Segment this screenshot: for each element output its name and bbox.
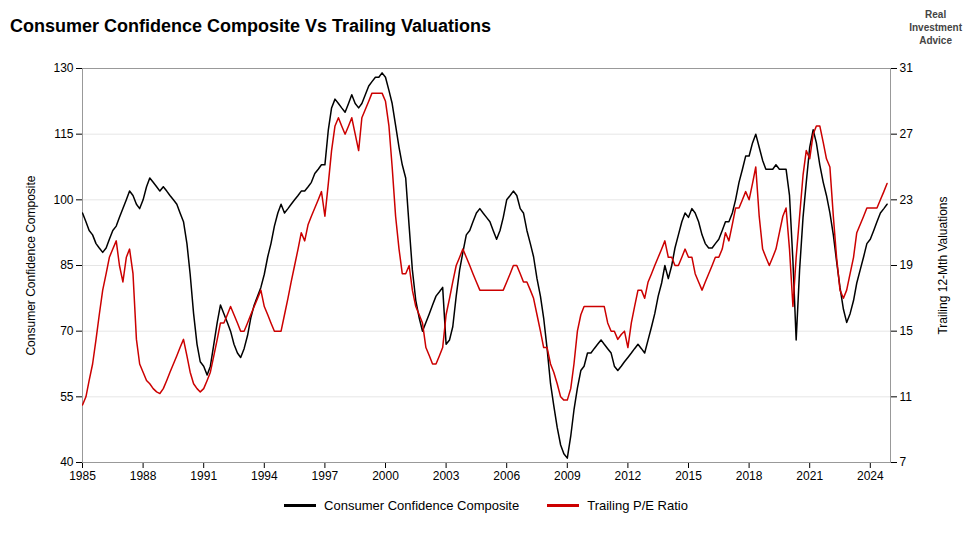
svg-text:2003: 2003 bbox=[433, 469, 460, 483]
svg-text:2009: 2009 bbox=[554, 469, 581, 483]
html-text:Trailing P/E Ratio: Trailing P/E Ratio bbox=[587, 498, 688, 513]
html-text:Consumer Confidence Composite: Consumer Confidence Composite Vs Trailin… bbox=[10, 16, 492, 36]
svg-text:15: 15 bbox=[900, 324, 914, 338]
svg-text:100: 100 bbox=[53, 193, 73, 207]
svg-text:2018: 2018 bbox=[736, 469, 763, 483]
svg-text:2006: 2006 bbox=[493, 469, 520, 483]
svg-text:1985: 1985 bbox=[69, 469, 96, 483]
html-text:Consumer Confidence Composite: Consumer Confidence Composite bbox=[324, 498, 520, 513]
svg-text:11: 11 bbox=[900, 390, 913, 404]
svg-text:1988: 1988 bbox=[130, 469, 157, 483]
svg-text:Trailing 12-Mth Valuations: Trailing 12-Mth Valuations bbox=[936, 196, 950, 334]
svg-text:Consumer Confidence Composite: Consumer Confidence Composite bbox=[24, 175, 38, 355]
svg-text:2021: 2021 bbox=[796, 469, 823, 483]
svg-text:27: 27 bbox=[900, 127, 914, 141]
svg-text:31: 31 bbox=[900, 61, 914, 75]
svg-text:23: 23 bbox=[900, 193, 914, 207]
svg-text:85: 85 bbox=[60, 258, 74, 272]
svg-text:40: 40 bbox=[60, 455, 74, 469]
svg-text:1994: 1994 bbox=[251, 469, 278, 483]
svg-text:70: 70 bbox=[60, 324, 74, 338]
html-text:Real Investment Advice: Real Investment Advice bbox=[909, 9, 962, 46]
svg-text:115: 115 bbox=[54, 127, 73, 141]
svg-text:2012: 2012 bbox=[615, 469, 642, 483]
svg-text:1991: 1991 bbox=[190, 469, 217, 483]
svg-text:19: 19 bbox=[900, 258, 914, 272]
svg-text:2024: 2024 bbox=[857, 469, 884, 483]
svg-text:130: 130 bbox=[53, 61, 73, 75]
svg-text:2000: 2000 bbox=[372, 469, 399, 483]
svg-text:2015: 2015 bbox=[675, 469, 702, 483]
svg-text:1997: 1997 bbox=[312, 469, 339, 483]
svg-text:7: 7 bbox=[900, 455, 907, 469]
svg-text:55: 55 bbox=[60, 390, 74, 404]
